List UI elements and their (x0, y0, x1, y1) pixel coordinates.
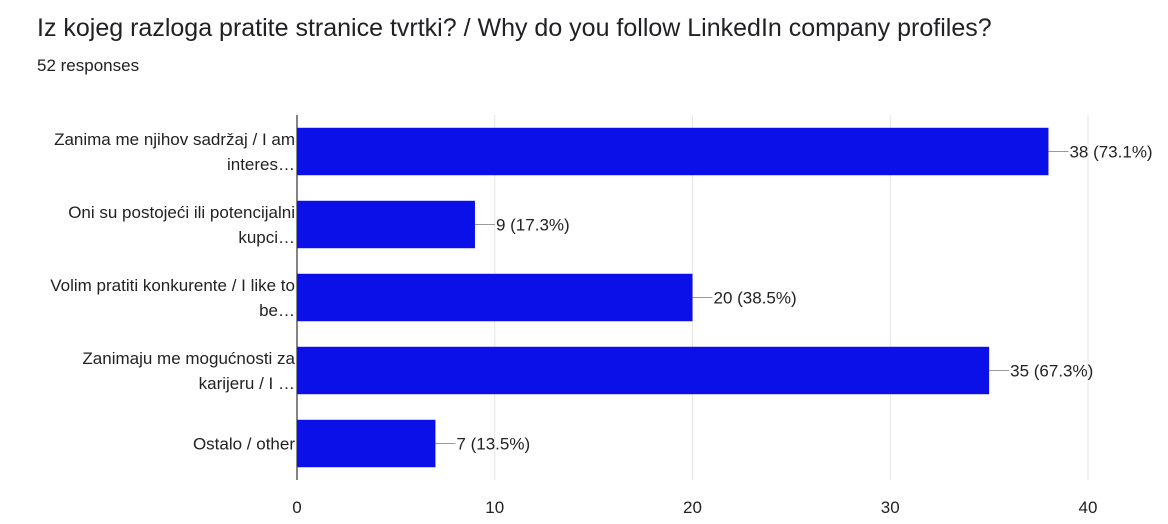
category-label: Zanima me njihov sadržaj / I am interes… (54, 130, 295, 174)
category-label-line: Ostalo / other (193, 435, 295, 454)
axes: 0 10 20 30 40 (292, 115, 1097, 517)
x-tick-label: 30 (881, 498, 900, 517)
bars (297, 127, 1049, 468)
x-tick-label: 20 (683, 498, 702, 517)
bar (297, 346, 990, 395)
bar-value-label: 9 (17.3%) (496, 216, 570, 235)
bar (297, 200, 475, 249)
category-label-line: kupci… (238, 228, 295, 247)
category-label: Ostalo / other (193, 435, 295, 454)
category-label-line: be… (259, 301, 295, 320)
category-label-line: karijeru / I … (199, 374, 295, 393)
category-label-line: Zanima me njihov sadržaj / I am (54, 130, 295, 149)
category-label-line: interes… (227, 155, 295, 174)
bar-value-label: 35 (67.3%) (1010, 362, 1093, 381)
category-label-line: Zanimaju me mogućnosti za (82, 349, 295, 368)
x-tick-label: 0 (292, 498, 301, 517)
bar-value-label: 7 (13.5%) (456, 435, 530, 454)
bar (297, 419, 436, 468)
category-label-line: Oni su postojeći ili potencijalni (68, 203, 295, 222)
bar-value-label: 20 (38.5%) (714, 289, 797, 308)
bar (297, 127, 1049, 176)
bar-value-label: 38 (73.1%) (1069, 143, 1152, 162)
category-label: Oni su postojeći ili potencijalni kupci… (68, 203, 295, 247)
bar (297, 273, 693, 322)
chart-title: Iz kojeg razloga pratite stranice tvrtki… (37, 14, 992, 42)
labels: 38 (73.1%) Zanima me njihov sadržaj / I a… (50, 130, 1152, 454)
x-tick-label: 40 (1079, 498, 1098, 517)
x-tick-label: 10 (485, 498, 504, 517)
response-count: 52 responses (37, 56, 140, 75)
category-label: Zanimaju me mogućnosti za karijeru / I … (82, 349, 295, 393)
category-label-line: Volim pratiti konkurente / I like to (50, 276, 295, 295)
category-label: Volim pratiti konkurente / I like to be… (50, 276, 295, 320)
